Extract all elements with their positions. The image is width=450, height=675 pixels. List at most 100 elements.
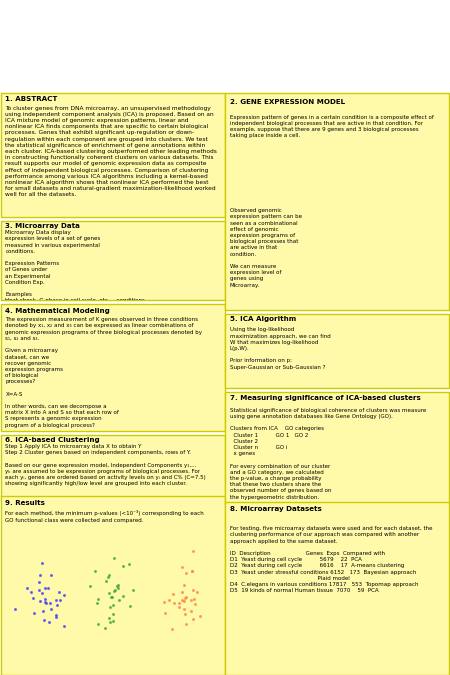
- Point: [28, 587, 35, 597]
- Point: [170, 589, 177, 600]
- Point: [187, 605, 194, 616]
- Point: [181, 595, 188, 606]
- Point: [189, 614, 196, 624]
- Text: 8. Microarray Datasets: 8. Microarray Datasets: [230, 506, 322, 512]
- Point: [44, 583, 51, 593]
- Point: [179, 594, 186, 605]
- Point: [107, 616, 114, 627]
- Text: 2. GENE EXPRESSION MODEL: 2. GENE EXPRESSION MODEL: [230, 99, 345, 105]
- Point: [47, 569, 54, 580]
- Point: [108, 591, 116, 602]
- Point: [36, 576, 43, 587]
- Point: [175, 597, 182, 608]
- Point: [36, 570, 43, 580]
- Point: [60, 589, 68, 600]
- Text: Su-In Lee¹, Serafim Batzoglou²      silee@stanford.ed, serafim@cs.stanford.edu: Su-In Lee¹, Serafim Batzoglou² silee@sta…: [88, 64, 362, 71]
- Point: [114, 580, 122, 591]
- Point: [107, 601, 114, 612]
- Point: [86, 581, 93, 592]
- Point: [171, 597, 178, 608]
- Point: [109, 608, 116, 619]
- Text: 7. Measuring significance of ICA-based clusters: 7. Measuring significance of ICA-based c…: [230, 395, 421, 401]
- Point: [41, 583, 49, 594]
- Point: [94, 594, 102, 605]
- Text: 1. ABSTRACT: 1. ABSTRACT: [5, 97, 58, 102]
- Point: [126, 558, 133, 569]
- Text: 9. Results: 9. Results: [5, 500, 45, 506]
- Point: [181, 609, 188, 620]
- Point: [47, 603, 54, 614]
- Point: [108, 592, 115, 603]
- Point: [120, 591, 127, 601]
- Text: For testing, five microarray datasets were used and for each dataset, the
cluste: For testing, five microarray datasets we…: [230, 526, 432, 593]
- Point: [162, 608, 169, 619]
- Point: [119, 561, 126, 572]
- Point: [42, 594, 49, 605]
- Point: [130, 585, 137, 596]
- Point: [189, 585, 197, 595]
- Point: [94, 597, 101, 608]
- Text: 3. Microarray Data: 3. Microarray Data: [5, 223, 80, 229]
- Point: [111, 585, 118, 596]
- Point: [52, 612, 59, 623]
- Text: To cluster genes from DNA microarray, an unsupervised methodology
using independ: To cluster genes from DNA microarray, an…: [5, 105, 217, 197]
- Point: [109, 599, 117, 610]
- Point: [105, 612, 112, 623]
- Text: 6. ICA-based Clustering: 6. ICA-based Clustering: [5, 437, 100, 443]
- Point: [29, 593, 36, 603]
- Point: [23, 582, 30, 593]
- Point: [180, 580, 188, 591]
- Text: Observed genomic
expression pattern can be
seen as a combinational
effect of gen: Observed genomic expression pattern can …: [230, 208, 302, 288]
- Point: [189, 566, 196, 576]
- Point: [182, 568, 189, 578]
- Point: [46, 597, 54, 608]
- Point: [169, 624, 176, 634]
- Point: [45, 616, 52, 627]
- Point: [187, 594, 194, 605]
- Point: [60, 621, 68, 632]
- Point: [53, 610, 60, 620]
- Text: The expression measurement of K genes observed in three conditions
denoted by x₁: The expression measurement of K genes ob…: [5, 317, 202, 427]
- Point: [190, 545, 197, 556]
- Point: [178, 587, 185, 598]
- Point: [56, 595, 63, 605]
- Text: For each method, the minimum p-values (<10⁻³) corresponding to each
GO functiona: For each method, the minimum p-values (<…: [5, 510, 204, 522]
- Text: Statistical significance of biological coherence of clusters was measure
using g: Statistical significance of biological c…: [230, 408, 426, 500]
- Point: [55, 587, 63, 597]
- Point: [53, 599, 60, 610]
- Point: [183, 618, 190, 629]
- Point: [109, 616, 117, 626]
- Point: [166, 594, 173, 605]
- Point: [175, 601, 182, 612]
- Point: [105, 587, 112, 598]
- Text: Expression pattern of genes in a certain condition is a composite effect of
inde: Expression pattern of genes in a certain…: [230, 115, 434, 138]
- Text: ICA-based Clustering of Genes from
Microarray Expression Data: ICA-based Clustering of Genes from Micro…: [72, 7, 378, 41]
- Point: [191, 594, 198, 605]
- Point: [196, 611, 203, 622]
- Point: [12, 603, 19, 614]
- Point: [189, 566, 196, 576]
- Point: [36, 584, 43, 595]
- Text: ¹Department of Electrical Engineering, ²Department of Computer Science, Stanford: ¹Department of Electrical Engineering, ²…: [73, 82, 377, 88]
- Point: [181, 593, 189, 603]
- Point: [180, 604, 187, 615]
- Point: [192, 598, 199, 609]
- Point: [112, 585, 119, 595]
- Point: [39, 606, 46, 617]
- Point: [126, 601, 133, 612]
- Point: [39, 558, 46, 568]
- Point: [115, 595, 122, 605]
- Point: [179, 562, 186, 572]
- Point: [161, 597, 168, 608]
- Point: [194, 587, 201, 597]
- Point: [104, 572, 112, 583]
- Text: 5. ICA Algorithm: 5. ICA Algorithm: [230, 316, 296, 322]
- Point: [94, 618, 102, 629]
- Point: [113, 580, 121, 591]
- Point: [30, 608, 37, 619]
- Point: [42, 597, 49, 608]
- Point: [115, 583, 122, 594]
- Point: [41, 596, 48, 607]
- Point: [110, 553, 117, 564]
- Text: Using the log-likelihood
maximization approach, we can find
W that maximizes log: Using the log-likelihood maximization ap…: [230, 327, 331, 370]
